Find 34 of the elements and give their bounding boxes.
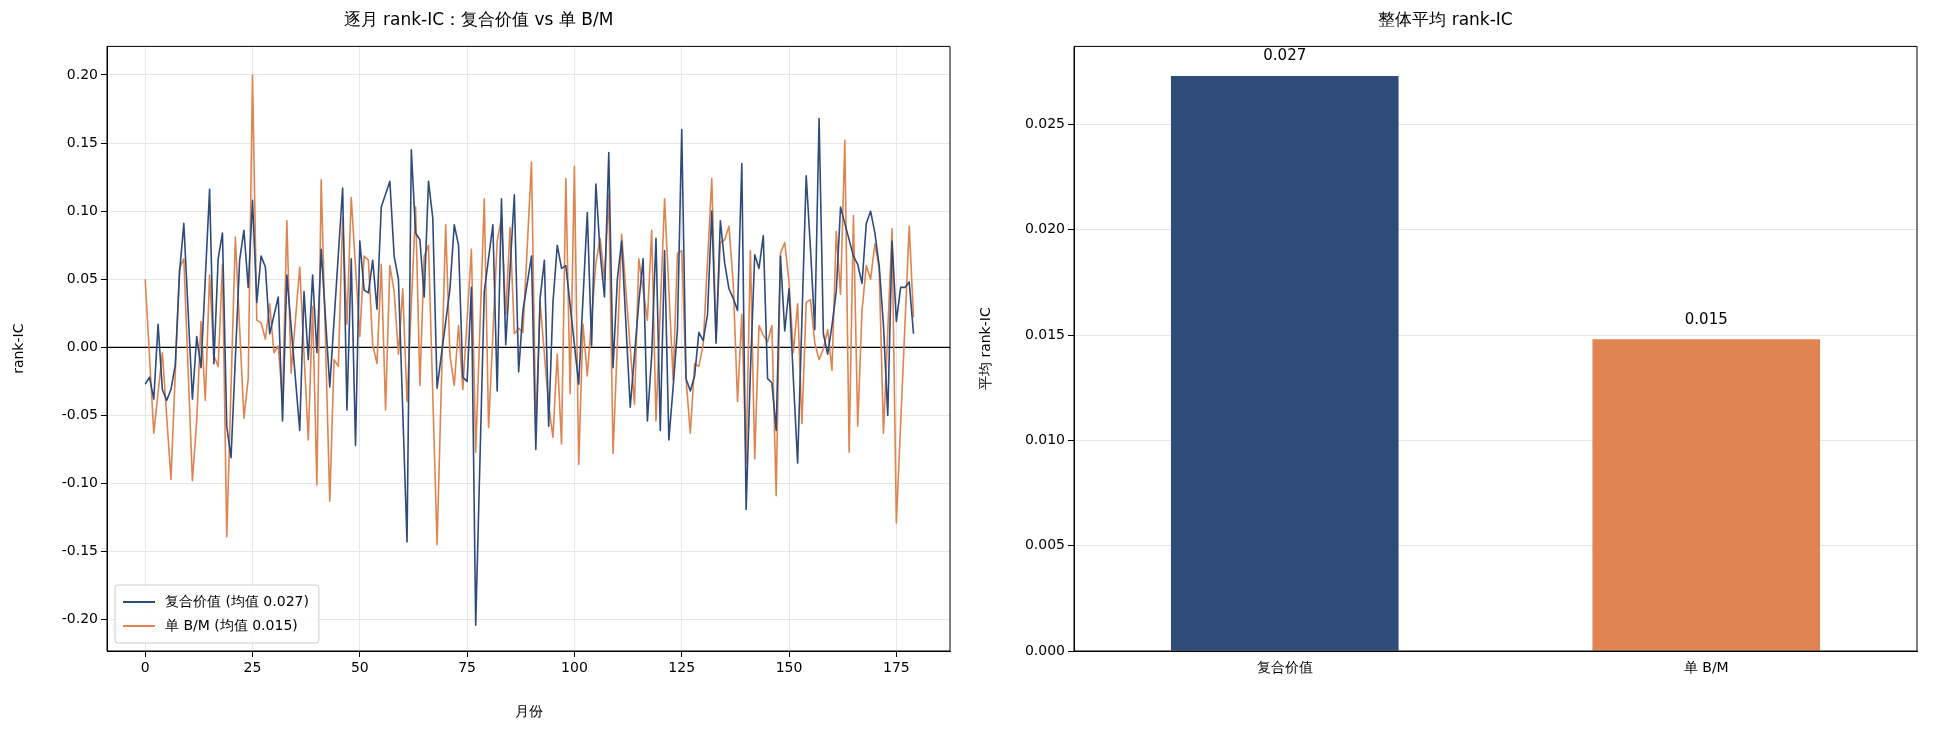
x-tick-label: 25	[243, 659, 262, 676]
x-tick-label: 复合价值	[1256, 659, 1313, 676]
y-tick-label: 0.025	[1024, 114, 1065, 131]
x-tick-label: 75	[458, 659, 477, 676]
y-tick-label: 0.005	[1024, 536, 1065, 553]
x-tick-label: 单 B/M	[1683, 659, 1729, 676]
y-tick-label: 0.000	[1024, 641, 1065, 658]
chart-title: 逐月 rank-IC：复合价值 vs 单 B/M	[343, 8, 614, 29]
x-axis-title: 月份	[514, 703, 543, 720]
data-label: 0.015	[1684, 309, 1728, 328]
y-tick-label: -0.20	[61, 610, 98, 627]
x-tick-label: 125	[668, 659, 696, 676]
legend-label: 单 B/M (均值 0.015)	[165, 616, 298, 633]
y-tick-label: 0.20	[66, 65, 98, 82]
y-tick-label: 0.020	[1024, 220, 1065, 237]
y-tick-label: 0.15	[66, 133, 98, 150]
y-tick-label: -0.15	[61, 542, 98, 559]
y-tick-label: 0.05	[66, 269, 98, 286]
y-tick-label: 0.10	[66, 201, 98, 218]
data-label: 0.027	[1263, 46, 1307, 65]
x-tick-label: 100	[561, 659, 588, 676]
y-tick-label: 0.00	[66, 337, 98, 354]
x-tick-label: 150	[775, 659, 803, 676]
chart-title: 整体平均 rank-IC	[1378, 8, 1513, 29]
x-tick-label: 0	[140, 659, 150, 676]
x-tick-label: 50	[350, 659, 369, 676]
y-tick-label: 0.015	[1024, 325, 1065, 342]
y-tick-label: 0.010	[1024, 430, 1065, 447]
y-axis-title: rank-IC	[10, 323, 27, 374]
y-tick-label: -0.05	[61, 406, 98, 423]
y-tick-label: -0.10	[61, 474, 98, 491]
y-axis-title: 平均 rank-IC	[977, 307, 994, 391]
legend-label: 复合价值 (均值 0.027)	[165, 592, 309, 609]
x-tick-label: 175	[882, 659, 910, 676]
